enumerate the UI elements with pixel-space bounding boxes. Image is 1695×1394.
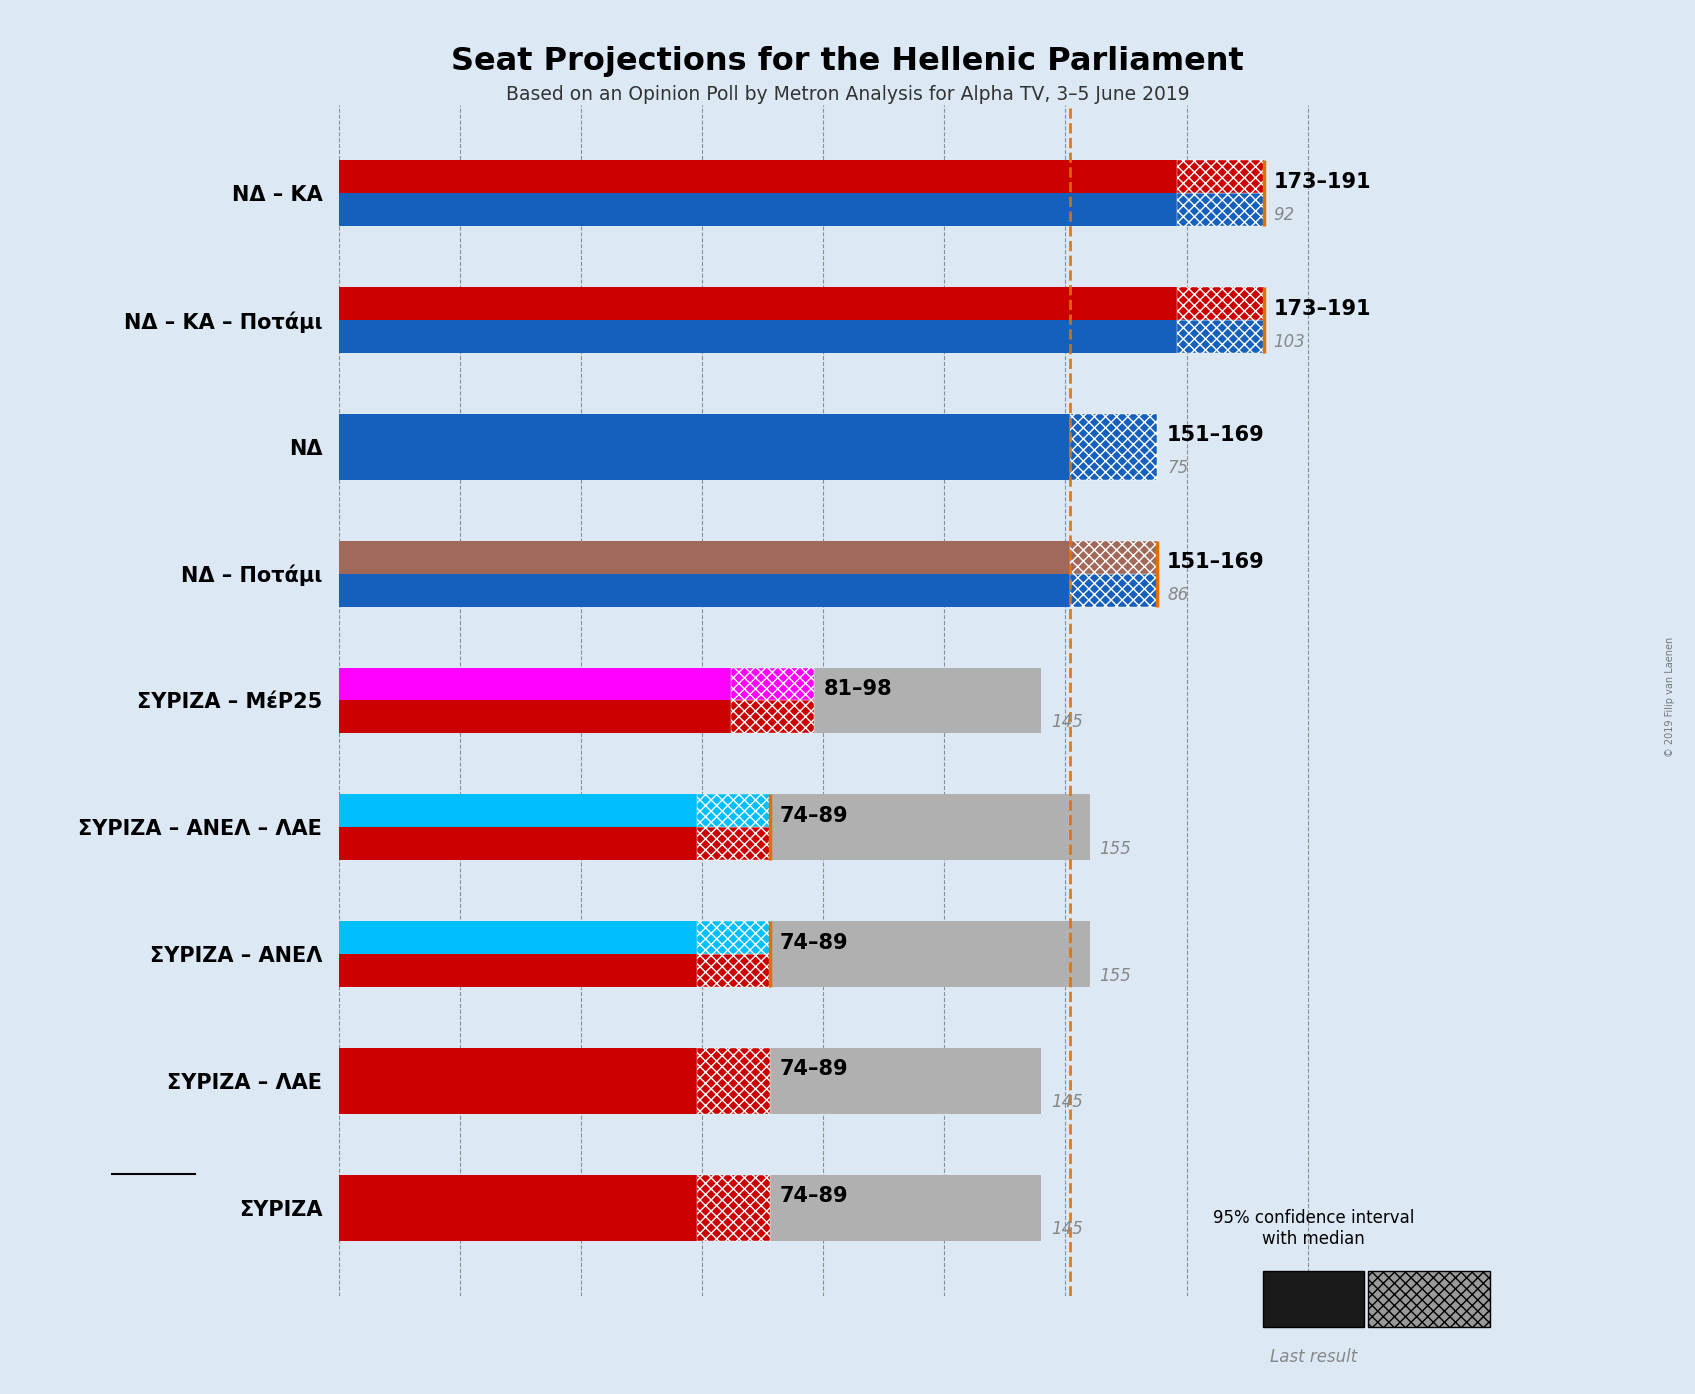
Text: 74–89: 74–89 [780,806,848,825]
Text: 92: 92 [1273,206,1295,224]
Bar [731,668,814,700]
Bar [339,1175,697,1241]
Bar [339,668,1041,733]
Bar [697,1048,770,1114]
Bar [339,194,1176,226]
Bar [339,1175,1041,1241]
Bar [1070,414,1158,480]
Bar [1176,194,1264,226]
Bar [339,160,1176,194]
Bar [339,795,697,827]
Bar [339,668,731,700]
Bar [1176,287,1264,321]
Bar [339,287,837,353]
Bar [339,1048,697,1114]
Text: 173–191: 173–191 [1273,298,1371,319]
Bar [339,1048,1041,1114]
Bar [339,541,1070,574]
Bar [697,1175,770,1241]
Bar [1070,541,1158,574]
Bar [339,953,697,987]
Bar [1176,321,1264,353]
Text: 155: 155 [1100,966,1131,984]
Bar [339,921,1090,987]
Bar [339,414,702,480]
Bar [339,574,1070,606]
Text: © 2019 Filip van Laenen: © 2019 Filip van Laenen [1664,637,1675,757]
Bar [339,160,785,226]
Text: 103: 103 [1273,333,1305,351]
Bar [697,921,770,953]
Text: 75: 75 [1168,460,1188,478]
Bar [339,321,1176,353]
Bar [697,827,770,860]
Bar [697,795,770,827]
Bar [731,700,814,733]
Bar [339,827,697,860]
Text: 145: 145 [1051,714,1083,730]
Text: 81–98: 81–98 [824,679,892,698]
Text: 151–169: 151–169 [1168,552,1264,573]
Text: 74–89: 74–89 [780,933,848,952]
Text: Based on an Opinion Poll by Metron Analysis for Alpha TV, 3–5 June 2019: Based on an Opinion Poll by Metron Analy… [505,85,1190,105]
Bar [1070,574,1158,606]
Bar [339,795,1090,860]
Bar [339,414,1070,480]
Text: 95% confidence interval
with median: 95% confidence interval with median [1214,1209,1414,1248]
Text: 145: 145 [1051,1093,1083,1111]
Bar [339,287,1176,321]
Text: 173–191: 173–191 [1273,171,1371,192]
Text: 155: 155 [1100,839,1131,857]
Text: 151–169: 151–169 [1168,425,1264,446]
Text: Last result: Last result [1270,1348,1358,1366]
Bar [1176,160,1264,194]
Text: 74–89: 74–89 [780,1186,848,1206]
Bar [697,953,770,987]
Text: 145: 145 [1051,1220,1083,1238]
Bar [339,541,756,606]
Bar [339,700,731,733]
Text: Seat Projections for the Hellenic Parliament: Seat Projections for the Hellenic Parlia… [451,46,1244,77]
Text: 86: 86 [1168,587,1188,604]
Text: 74–89: 74–89 [780,1059,848,1079]
Bar [339,921,697,953]
